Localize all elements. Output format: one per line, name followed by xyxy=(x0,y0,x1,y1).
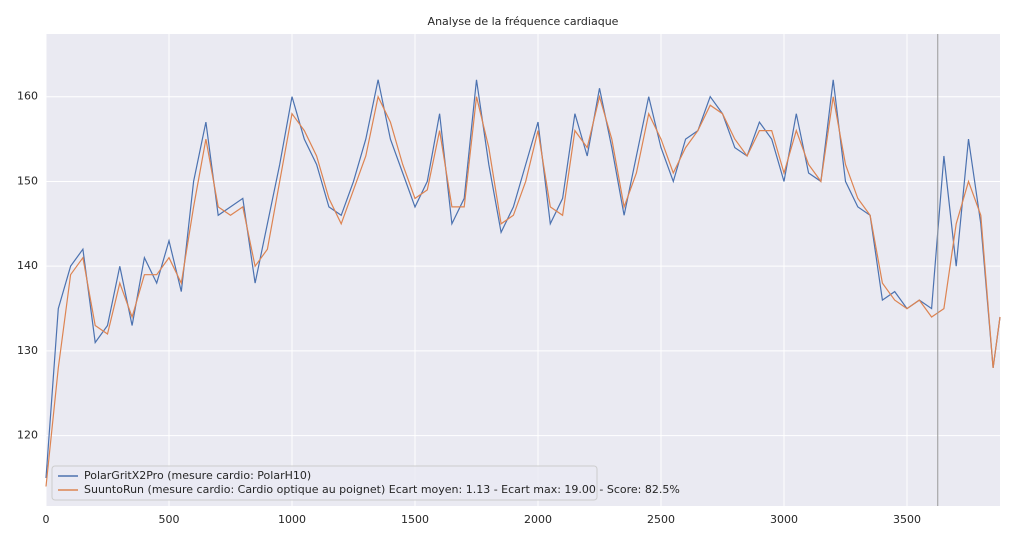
x-tick-label: 0 xyxy=(43,513,50,526)
y-tick-label: 150 xyxy=(17,174,38,187)
y-tick-label: 140 xyxy=(17,259,38,272)
x-tick-label: 2000 xyxy=(524,513,552,526)
legend: PolarGritX2Pro (mesure cardio: PolarH10)… xyxy=(51,465,680,501)
y-tick-label: 160 xyxy=(17,90,38,103)
x-tick-label: 1000 xyxy=(278,513,306,526)
y-tick-label: 130 xyxy=(17,344,38,357)
y-tick-label: 120 xyxy=(17,429,38,442)
x-tick-label: 500 xyxy=(159,513,180,526)
chart-title: Analyse de la fréquence cardiaque xyxy=(428,15,619,28)
x-tick-label: 1500 xyxy=(401,513,429,526)
series-line xyxy=(45,94,1001,487)
x-tick-label: 2500 xyxy=(647,513,675,526)
x-tick-label: 3000 xyxy=(770,513,798,526)
legend-box xyxy=(51,465,598,501)
series-line xyxy=(45,79,1001,479)
legend-label: PolarGritX2Pro (mesure cardio: PolarH10) xyxy=(84,469,311,482)
legend-label: SuuntoRun (mesure cardio: Cardio optique… xyxy=(84,483,680,496)
plot-area xyxy=(46,34,1000,506)
x-tick-label: 3500 xyxy=(893,513,921,526)
